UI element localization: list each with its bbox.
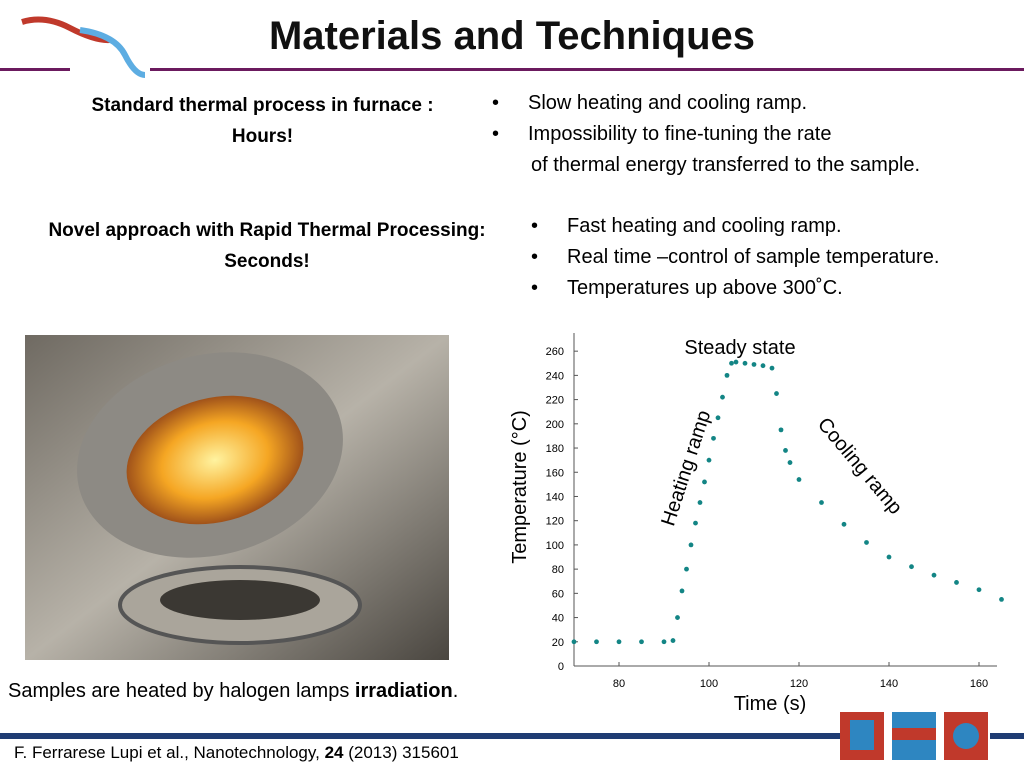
point	[769, 365, 775, 371]
point	[711, 435, 716, 441]
heading: Novel approach with Rapid Thermal Proces…	[48, 220, 486, 241]
y-tick-label: 220	[546, 395, 564, 407]
point	[720, 394, 725, 400]
heading: Standard thermal process in furnace :	[91, 95, 434, 116]
point	[787, 460, 793, 465]
bullet: Slow heating and cooling ramp.	[528, 88, 832, 119]
y-tick-label: 60	[552, 588, 564, 600]
point	[688, 542, 694, 548]
point	[733, 359, 739, 365]
point	[639, 639, 644, 645]
point	[724, 372, 730, 378]
bullet: Real time –control of sample temperature…	[567, 242, 939, 273]
citation-authors: F. Ferrarese Lupi et al., Nanotechnology…	[14, 743, 325, 762]
logo	[21, 16, 111, 44]
y-tick-label: 40	[552, 613, 564, 625]
novel-bullets: Fast heating and cooling ramp. Real time…	[567, 211, 939, 304]
y-axis-label: Temperature (°C)	[509, 410, 531, 564]
citation: F. Ferrarese Lupi et al., Nanotechnology…	[14, 743, 459, 763]
annotation: Steady state	[684, 337, 795, 359]
rule	[990, 733, 1024, 739]
x-tick-label: 140	[880, 678, 898, 690]
point	[715, 415, 721, 421]
point	[931, 572, 937, 578]
caption: Samples are heated by halogen lamps irra…	[8, 680, 458, 703]
rule	[0, 68, 70, 71]
chart: 0 20 40 60 80 100 120 140 160 180 200 220 240 260 80 10…	[509, 333, 1004, 715]
point	[684, 566, 689, 572]
point	[976, 587, 982, 593]
caption-end: .	[452, 680, 459, 702]
bullet: Temperatures up above 300˚C.	[567, 273, 939, 304]
point	[675, 615, 680, 620]
point	[661, 639, 667, 645]
subheading: Seconds!	[224, 251, 310, 272]
annotation: Cooling ramp	[813, 414, 906, 519]
rule	[150, 68, 1024, 71]
x-tick-label: 80	[613, 678, 625, 690]
point	[864, 540, 869, 545]
y-tick-label: 240	[546, 370, 564, 382]
y-tick-label: 80	[552, 564, 564, 576]
point	[594, 639, 599, 645]
standard-bullets: Slow heating and cooling ramp. Impossibi…	[528, 88, 832, 150]
y-tick-label: 260	[546, 346, 564, 358]
bullet-continuation: of thermal energy transferred to the sam…	[531, 154, 921, 176]
point	[679, 588, 685, 594]
point	[778, 427, 784, 433]
y-tick-label: 100	[546, 540, 564, 552]
point	[697, 500, 703, 505]
point	[729, 360, 734, 366]
point	[702, 479, 707, 485]
y-tick-label: 120	[546, 516, 564, 528]
point	[616, 639, 622, 645]
point	[999, 597, 1004, 602]
point	[742, 360, 748, 366]
point	[886, 554, 892, 560]
point	[909, 564, 914, 570]
point	[841, 521, 847, 527]
rule	[0, 733, 840, 739]
y-tick-label: 200	[546, 419, 564, 431]
cubes	[840, 712, 988, 760]
point	[796, 477, 802, 482]
point	[954, 580, 959, 585]
x-tick-label: 160	[970, 678, 988, 690]
annotation: Heating ramp	[657, 408, 715, 529]
photo	[25, 335, 449, 660]
y-tick-label: 180	[546, 443, 564, 455]
y-tick-label: 140	[546, 491, 564, 503]
x-axis-label: Time (s)	[734, 693, 807, 715]
caption-bold: irradiation	[354, 680, 453, 702]
x-tick-label: 120	[790, 678, 808, 690]
point	[693, 520, 698, 526]
y-tick-label: 20	[552, 637, 564, 649]
title: Materials and Techniques	[268, 14, 756, 58]
point	[774, 391, 779, 396]
logo	[79, 27, 146, 78]
point	[670, 638, 676, 643]
point	[783, 448, 788, 453]
point	[760, 363, 766, 369]
point	[706, 457, 712, 463]
standard-heading: Standard thermal process in furnace : Ho…	[40, 90, 485, 152]
x-tick-label: 100	[700, 678, 718, 690]
caption-text: Samples are heated by halogen lamps	[8, 680, 355, 702]
subheading: Hours!	[231, 126, 294, 147]
y-tick-label: 160	[546, 467, 564, 479]
novel-heading: Novel approach with Rapid Thermal Proces…	[8, 215, 526, 277]
y-tick-label: 0	[558, 661, 564, 673]
point	[751, 362, 757, 367]
citation-rest: (2013) 315601	[343, 743, 459, 762]
bullet: Fast heating and cooling ramp.	[567, 211, 939, 242]
bullet: Impossibility to fine-tuning the rate	[528, 119, 832, 150]
point	[571, 639, 577, 645]
point	[819, 500, 824, 505]
citation-volume: 24	[324, 743, 344, 762]
